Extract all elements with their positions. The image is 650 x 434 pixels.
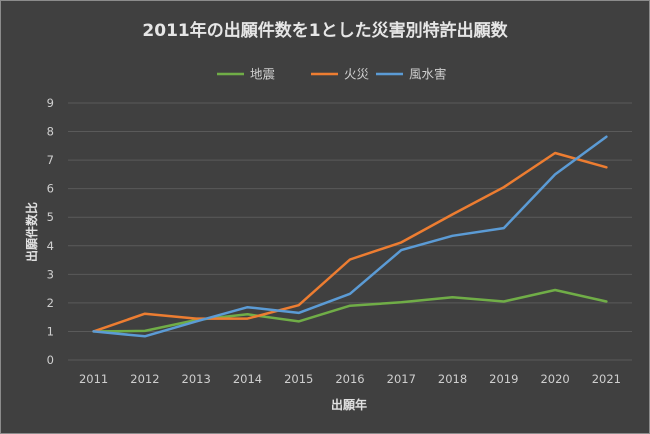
data-point	[503, 186, 505, 189]
data-point	[195, 320, 197, 323]
data-point	[554, 173, 556, 176]
data-point	[349, 304, 351, 307]
legend-label: 地震	[250, 67, 276, 82]
gridlines	[68, 102, 632, 361]
data-point	[92, 330, 95, 333]
data-point	[144, 330, 146, 332]
data-point	[554, 289, 556, 291]
data-point	[451, 296, 454, 298]
y-tick-label: 8	[47, 125, 54, 139]
data-point	[451, 213, 454, 216]
data-point	[503, 227, 505, 229]
x-tick-label: 2013	[182, 372, 211, 386]
legend-label: 風水害	[409, 67, 447, 82]
y-tick-label: 3	[47, 267, 54, 281]
data-point	[349, 292, 351, 295]
y-axis-title: 出願件数比	[24, 202, 39, 262]
data-point	[554, 152, 556, 154]
y-tick-label: 5	[47, 210, 54, 224]
data-point	[503, 300, 505, 303]
legend: 地震 火災 風水害	[217, 67, 447, 82]
series-line-0	[92, 288, 608, 333]
legend-label: 火災	[344, 67, 370, 82]
x-tick-label: 2019	[489, 372, 518, 386]
y-tick-label: 4	[47, 239, 54, 253]
data-point	[297, 312, 300, 314]
data-point	[144, 335, 146, 338]
x-tick-label: 2015	[284, 372, 313, 386]
data-point	[400, 249, 403, 251]
data-point	[297, 320, 300, 323]
data-point	[400, 301, 403, 304]
x-tick-label: 2012	[130, 372, 159, 386]
y-axis-ticks: 0 1 2 3 4 5 6 7 8 9	[47, 96, 54, 367]
data-point	[246, 313, 249, 316]
x-tick-label: 2017	[387, 372, 416, 386]
x-axis-ticks: 2011 2012 2013 2014 2015 2016 2017 2018 2019 2020…	[79, 372, 621, 386]
series-lines	[92, 135, 608, 338]
data-point	[349, 258, 351, 261]
y-tick-label: 9	[47, 96, 54, 110]
x-axis-title: 出願年	[331, 397, 367, 412]
x-tick-label: 2016	[335, 372, 364, 386]
data-point	[195, 317, 197, 320]
y-tick-label: 0	[47, 353, 54, 367]
data-point	[246, 306, 249, 308]
data-point	[297, 304, 300, 306]
x-tick-label: 2014	[233, 372, 262, 386]
data-point	[605, 300, 608, 303]
y-tick-label: 2	[47, 296, 54, 310]
data-point	[451, 234, 454, 237]
x-tick-label: 2020	[540, 372, 569, 386]
data-point	[605, 135, 608, 138]
x-tick-label: 2021	[592, 372, 621, 386]
y-tick-label: 6	[47, 182, 54, 196]
data-point	[400, 241, 403, 244]
data-point	[246, 317, 249, 320]
chart-title: 2011年の出願件数を1とした災害別特許出願数	[142, 20, 508, 41]
y-tick-label: 7	[47, 153, 54, 167]
y-tick-label: 1	[47, 324, 54, 338]
data-point	[144, 312, 146, 315]
x-tick-label: 2011	[79, 372, 108, 386]
x-tick-label: 2018	[438, 372, 467, 386]
data-point	[605, 166, 608, 169]
